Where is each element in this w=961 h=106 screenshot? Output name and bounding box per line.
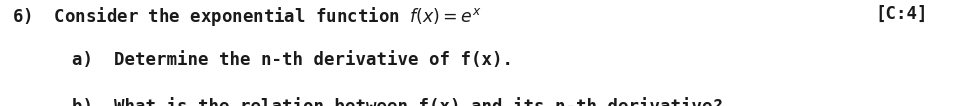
Text: a)  Determine the n-th derivative of f(x).: a) Determine the n-th derivative of f(x)… <box>72 51 512 69</box>
Text: 6)  Consider the exponential function $f(x) = e^x$: 6) Consider the exponential function $f(… <box>12 5 480 28</box>
Text: [C:4]: [C:4] <box>875 5 927 23</box>
Text: b)  What is the relation between f(x) and its n-th derivative?: b) What is the relation between f(x) and… <box>72 98 723 106</box>
